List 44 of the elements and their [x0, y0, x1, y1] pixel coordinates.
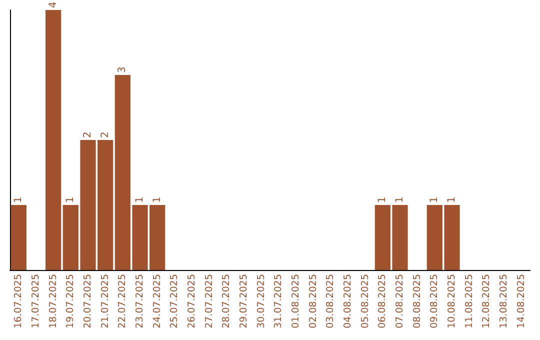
x-tick-label: 31.07.2025 — [273, 274, 284, 328]
data-label: 2 — [82, 132, 94, 138]
bar — [10, 205, 26, 270]
x-tick-label: 27.07.2025 — [204, 274, 215, 328]
data-label: 1 — [134, 196, 146, 203]
x-tick-label: 19.07.2025 — [65, 274, 76, 328]
data-label: 1 — [377, 196, 388, 203]
x-tick-label: 24.07.2025 — [152, 274, 163, 328]
x-tick-label: 09.08.2025 — [429, 274, 440, 328]
x-tick-label: 18.07.2025 — [48, 274, 59, 328]
x-tick-label: 08.08.2025 — [412, 274, 423, 328]
x-tick-label: 30.07.2025 — [256, 274, 267, 328]
data-label: 1 — [13, 196, 24, 203]
x-tick-label: 20.07.2025 — [82, 274, 94, 328]
x-tick-label: 07.08.2025 — [394, 274, 406, 328]
data-label: 1 — [152, 196, 163, 203]
x-tick-label: 23.07.2025 — [134, 274, 146, 328]
x-tick-label: 06.08.2025 — [377, 274, 388, 328]
x-tick-label: 28.07.2025 — [221, 274, 232, 328]
data-label: 1 — [429, 196, 440, 203]
x-tick-label: 05.08.2025 — [360, 274, 371, 328]
x-tick-label: 14.08.2025 — [516, 274, 527, 328]
data-label: 1 — [446, 196, 458, 203]
x-tick-label: 21.07.2025 — [100, 274, 111, 328]
data-label: 2 — [100, 132, 111, 138]
x-tick-label: 12.08.2025 — [481, 274, 492, 328]
data-label: 4 — [48, 2, 59, 8]
x-tick-label: 03.08.2025 — [325, 274, 336, 328]
x-tick-label: 02.08.2025 — [308, 274, 319, 328]
x-tick-label: 29.07.2025 — [238, 274, 250, 328]
bar — [46, 10, 62, 270]
x-tick-label: 16.07.2025 — [13, 274, 24, 328]
x-tick-label: 04.08.2025 — [342, 274, 354, 328]
data-label: 1 — [394, 196, 406, 203]
data-label: 1 — [65, 196, 76, 203]
x-tick-label: 10.08.2025 — [446, 274, 458, 328]
x-tick-label: 11.08.2025 — [464, 274, 475, 328]
x-tick-label: 22.07.2025 — [117, 274, 128, 328]
x-tick-label: 13.08.2025 — [498, 274, 510, 328]
x-tick-label: 25.07.2025 — [169, 274, 180, 328]
x-tick-label: 01.08.2025 — [290, 274, 302, 328]
data-label: 3 — [117, 66, 128, 73]
x-tick-label: 26.07.2025 — [186, 274, 198, 328]
x-tick-label: 17.07.2025 — [30, 274, 42, 328]
